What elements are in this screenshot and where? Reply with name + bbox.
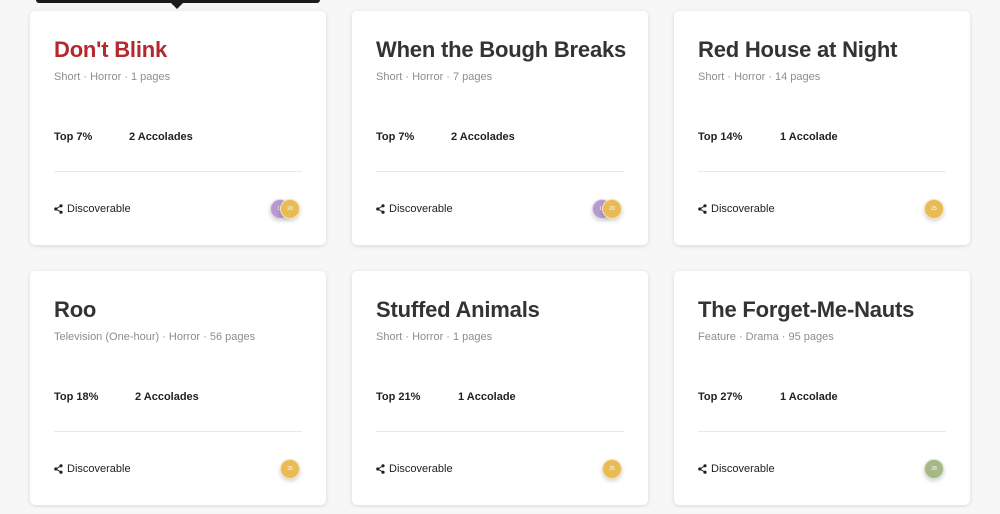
card-meta: Short · Horror · 1 pages <box>54 71 171 83</box>
score-badge: 28 <box>924 459 944 479</box>
card-rank: Top 7% <box>54 131 93 143</box>
card-rank: Top 14% <box>698 131 743 143</box>
score-badge: 25 <box>924 199 944 219</box>
card-meta: Short · Horror · 14 pages <box>698 71 821 83</box>
page-bottom-edge <box>0 508 1000 514</box>
card-accolades[interactable]: 1 Accolade <box>780 131 838 143</box>
visibility-label: Discoverable <box>389 203 453 215</box>
card-title[interactable]: Roo <box>54 297 97 322</box>
card-accolades[interactable]: 2 Accolades <box>129 131 193 143</box>
card-accolades[interactable]: 1 Accolade <box>458 391 516 403</box>
card-divider <box>54 431 302 432</box>
card-rank: Top 27% <box>698 391 743 403</box>
visibility-status[interactable]: Discoverable <box>54 463 131 475</box>
card-title[interactable]: Stuffed Animals <box>376 297 540 322</box>
share-icon <box>376 464 385 474</box>
card-meta: Television (One-hour) · Horror · 56 page… <box>54 331 256 343</box>
card-title[interactable]: Don't Blink <box>54 37 168 62</box>
visibility-label: Discoverable <box>389 463 453 475</box>
visibility-label: Discoverable <box>711 203 775 215</box>
visibility-status[interactable]: Discoverable <box>376 463 453 475</box>
score-badge: 20 <box>602 199 622 219</box>
visibility-label: Discoverable <box>67 463 131 475</box>
card-title[interactable]: The Forget-Me-Nauts <box>698 297 915 322</box>
card-accolades[interactable]: 2 Accolades <box>451 131 515 143</box>
visibility-label: Discoverable <box>67 203 131 215</box>
visibility-status[interactable]: Discoverable <box>376 203 453 215</box>
card-divider <box>376 171 624 172</box>
script-card-the-forget-me-nauts[interactable]: The Forget-Me-Nauts Feature · Drama · 95… <box>674 271 970 505</box>
card-rank: Top 7% <box>376 131 415 143</box>
badge-group: 28 <box>924 458 944 480</box>
share-icon <box>698 204 707 214</box>
script-card-roo[interactable]: Roo Television (One-hour) · Horror · 56 … <box>30 271 326 505</box>
card-divider <box>376 431 624 432</box>
badge-group: 25 <box>924 198 944 220</box>
card-divider <box>698 171 946 172</box>
badge-group: 25 <box>602 458 622 480</box>
badge-group: 10 20 <box>592 198 622 220</box>
card-meta: Short · Horror · 1 pages <box>376 331 493 343</box>
card-rank: Top 21% <box>376 391 421 403</box>
visibility-label: Discoverable <box>711 463 775 475</box>
script-card-red-house-at-night[interactable]: Red House at Night Short · Horror · 14 p… <box>674 11 970 245</box>
share-icon <box>376 204 385 214</box>
card-divider <box>54 171 302 172</box>
script-card-dont-blink[interactable]: Don't Blink Short · Horror · 1 pages Top… <box>30 11 326 245</box>
visibility-status[interactable]: Discoverable <box>698 463 775 475</box>
card-meta: Short · Horror · 7 pages <box>376 71 493 83</box>
card-title[interactable]: When the Bough Breaks <box>376 37 627 62</box>
script-card-stuffed-animals[interactable]: Stuffed Animals Short · Horror · 1 pages… <box>352 271 648 505</box>
badge-group: 25 <box>280 458 300 480</box>
score-badge: 20 <box>280 199 300 219</box>
tooltip-arrow <box>171 3 183 9</box>
card-meta: Feature · Drama · 95 pages <box>698 331 834 343</box>
visibility-status[interactable]: Discoverable <box>698 203 775 215</box>
card-accolades[interactable]: 2 Accolades <box>135 391 199 403</box>
script-card-when-the-bough-breaks[interactable]: When the Bough Breaks Short · Horror · 7… <box>352 11 648 245</box>
card-divider <box>698 431 946 432</box>
visibility-status[interactable]: Discoverable <box>54 203 131 215</box>
share-icon <box>54 204 63 214</box>
score-badge: 25 <box>602 459 622 479</box>
tooltip-edge <box>36 0 320 3</box>
card-accolades[interactable]: 1 Accolade <box>780 391 838 403</box>
badge-group: 10 20 <box>270 198 300 220</box>
score-badge: 25 <box>280 459 300 479</box>
share-icon <box>698 464 707 474</box>
card-rank: Top 18% <box>54 391 99 403</box>
share-icon <box>54 464 63 474</box>
card-title[interactable]: Red House at Night <box>698 37 898 62</box>
